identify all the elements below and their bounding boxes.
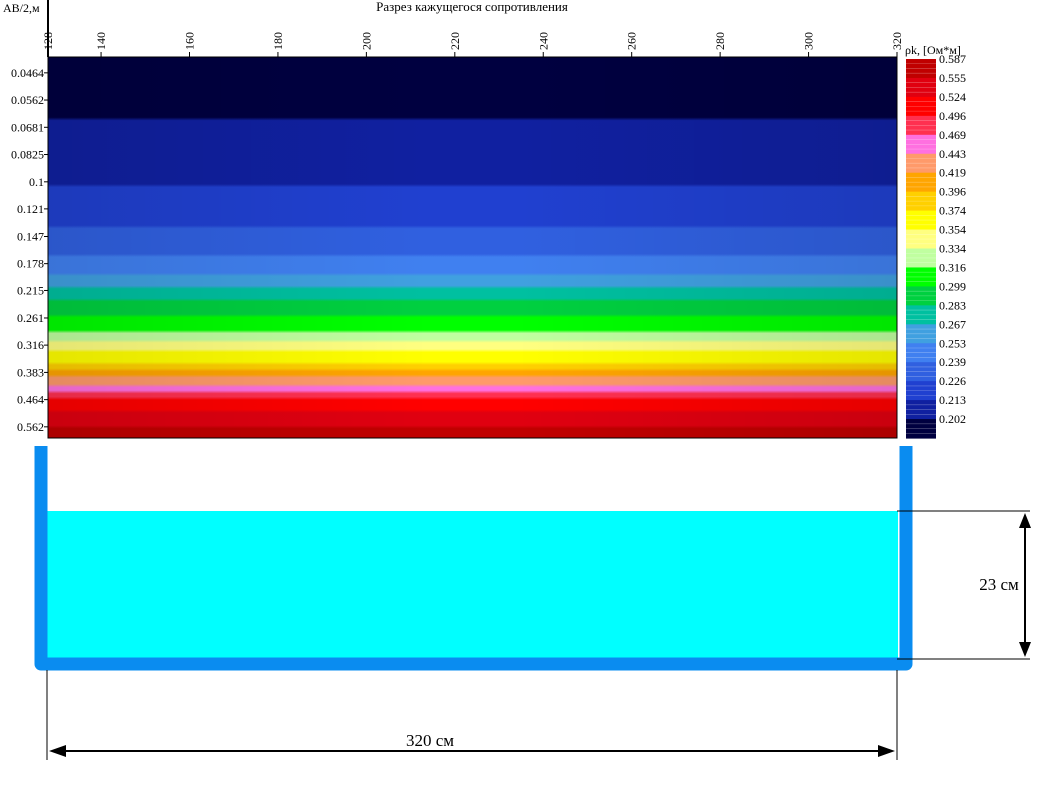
y-axis-ticks: 0.0464 0.0562 0.0681 0.0825 0.1 0.121 0.147 0.1… [11, 66, 48, 434]
colorbar-label: 0.524 [939, 90, 966, 104]
colorbar-label: 0.443 [939, 147, 966, 161]
width-arrow-head-right [878, 745, 895, 757]
y-tick-label: 0.178 [17, 257, 44, 271]
colorbar-label: 0.555 [939, 71, 966, 85]
y-tick-label: 0.215 [17, 283, 44, 297]
colorbar-label: 0.239 [939, 355, 966, 369]
x-tick-label: 140 [94, 32, 108, 50]
colorbar-swatch [906, 381, 936, 401]
x-tick-label: 240 [536, 32, 550, 50]
y-tick-label: 0.0562 [11, 93, 44, 107]
y-tick-label: 0.464 [17, 393, 44, 407]
y-tick-label: 0.383 [17, 365, 44, 379]
colorbar-label: 0.213 [939, 393, 966, 407]
colorbar-label: 0.587 [939, 52, 966, 66]
colorbar-label: 0.496 [939, 109, 966, 123]
width-arrow-head-left [49, 745, 66, 757]
colorbar-label: 0.316 [939, 260, 966, 274]
colorbar-swatch [906, 59, 936, 79]
colorbar-swatch [906, 324, 936, 344]
colorbar-label: 0.354 [939, 223, 966, 237]
colorbar-title: ρk, [Ом*м] [905, 43, 961, 57]
colorbar-label: 0.283 [939, 298, 966, 312]
colorbar-swatch [906, 400, 936, 420]
depth-label: 23 см [979, 575, 1019, 594]
colorbar-swatch [906, 77, 936, 98]
colorbar-label: 0.267 [939, 317, 966, 331]
plot-frame [47, 56, 898, 439]
colorbar-swatch [906, 248, 936, 269]
colorbar-swatch [906, 419, 936, 439]
colorbar-label: 0.419 [939, 166, 966, 180]
x-tick-label: 200 [359, 32, 373, 50]
tank-wall [34, 446, 913, 671]
colorbar-label: 0.396 [939, 185, 966, 199]
y-tick-label: 0.0464 [11, 66, 44, 80]
colorbar-label: 0.299 [939, 279, 966, 293]
colorbar-swatch [906, 362, 936, 382]
width-label: 320 см [406, 731, 454, 750]
y-tick-label: 0.0681 [11, 120, 44, 134]
x-tick-label: 260 [625, 32, 639, 50]
colorbar-swatch [906, 210, 936, 231]
x-axis-ticks: 128 140 160 180 200 220 240 260 280 300 320 [41, 32, 904, 57]
colorbar-swatch [906, 153, 936, 174]
y-tick-label: 0.316 [17, 338, 44, 352]
tank-diagram: 23 см 320 см [34, 446, 1031, 760]
depth-arrow-head-up [1019, 513, 1031, 528]
y-tick-label: 0.261 [17, 311, 44, 325]
colorbar-label: 0.469 [939, 128, 966, 142]
y-axis-label: AB/2,м [3, 1, 40, 15]
colorbar-label: 0.253 [939, 336, 966, 350]
x-tick-label: 280 [713, 32, 727, 50]
x-tick-label: 160 [183, 32, 197, 50]
x-tick-label: 220 [448, 32, 462, 50]
plot-area [47, 56, 898, 439]
y-tick-label: 0.147 [17, 230, 44, 244]
colorbar-swatch [906, 267, 936, 287]
colorbar-swatch [906, 172, 936, 193]
x-tick-label: 180 [271, 32, 285, 50]
x-tick-label: 320 [890, 32, 904, 50]
y-tick-label: 0.1 [29, 175, 44, 189]
colorbar-swatch [906, 134, 936, 155]
colorbar-swatch [906, 191, 936, 212]
heatmap-shading [48, 57, 897, 438]
tank-water [47, 511, 898, 659]
y-tick-label: 0.121 [17, 202, 44, 216]
depth-arrow-head-down [1019, 642, 1031, 657]
y-tick-label: 0.0825 [11, 148, 44, 162]
colorbar-swatch [906, 343, 936, 363]
colorbar-swatch [906, 96, 936, 117]
colorbar: 0.587 0.555 0.524 0.496 0.469 0.443 0.419 0.396… [906, 52, 966, 439]
y-tick-label: 0.562 [17, 420, 44, 434]
chart-title: Разрез кажущегося сопротивления [376, 0, 568, 14]
colorbar-label: 0.334 [939, 242, 966, 256]
colorbar-swatch [906, 115, 936, 136]
colorbar-swatch [906, 229, 936, 250]
x-tick-label: 128 [41, 32, 55, 50]
x-tick-label: 300 [802, 32, 816, 50]
colorbar-label: 0.226 [939, 374, 966, 388]
colorbar-label: 0.202 [939, 412, 966, 426]
colorbar-swatch [906, 305, 936, 325]
colorbar-label: 0.374 [939, 204, 966, 218]
colorbar-swatch [906, 286, 936, 306]
